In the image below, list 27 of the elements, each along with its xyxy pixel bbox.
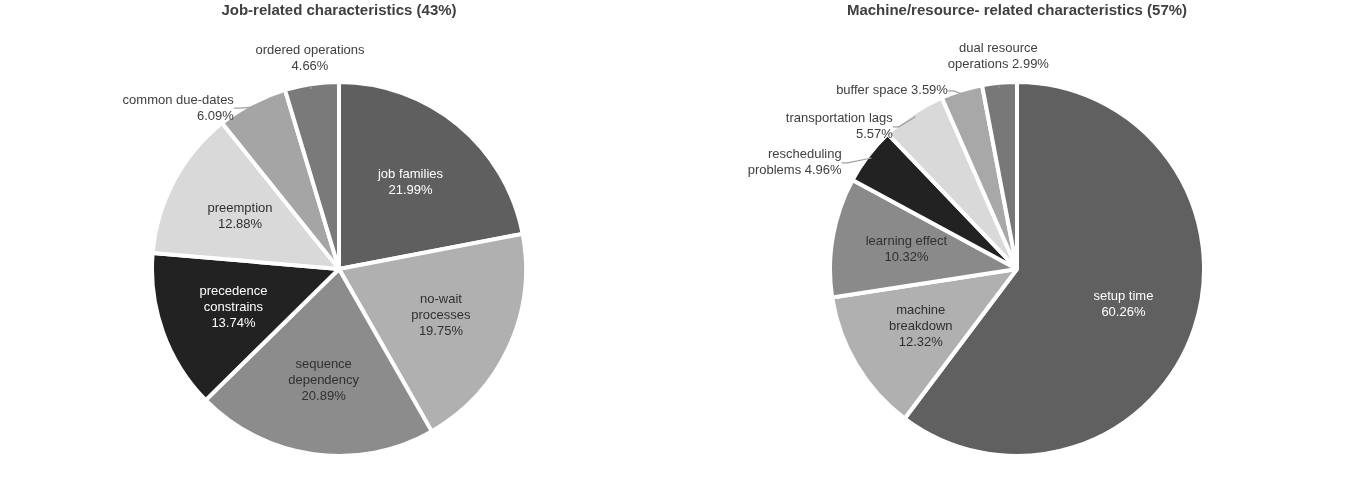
slice-label: learning effect xyxy=(865,233,948,249)
slice-label: transportation lags xyxy=(785,110,894,126)
data-label: 20.89% xyxy=(301,387,347,403)
data-label: 10.32% xyxy=(884,249,929,265)
slice-label: machine breakdown xyxy=(888,302,953,334)
data-label: 4.66% xyxy=(291,57,329,73)
slice-label: job families xyxy=(376,166,444,182)
slice-label: common due-dates xyxy=(122,91,235,107)
slice-label: ordered operations xyxy=(255,41,366,57)
slice-label: buffer space 3.59% xyxy=(836,82,949,98)
chart-title: Machine/resource- related characteristics (57%) xyxy=(846,1,1188,19)
slice-label: dual resource operations 2.99% xyxy=(947,40,1050,72)
slice-label: rescheduling problems 4.96% xyxy=(747,146,843,178)
chart-title: Job-related characteristics (43%) xyxy=(221,1,457,19)
data-label: 60.26% xyxy=(1101,304,1146,320)
data-label: 5.57% xyxy=(855,126,894,142)
slice-label: preemption xyxy=(207,199,273,215)
slice-label: setup time xyxy=(1093,288,1154,304)
slice-label: precedence constrains xyxy=(199,282,268,314)
data-label: 12.32% xyxy=(898,334,944,350)
data-label: 6.09% xyxy=(196,107,235,123)
data-label: 13.74% xyxy=(211,314,256,330)
slice-label: sequence dependency xyxy=(288,355,360,387)
slice-label: no-wait processes xyxy=(411,291,472,323)
data-label: 12.88% xyxy=(217,215,263,231)
data-label: 21.99% xyxy=(388,182,433,198)
data-label: 19.75% xyxy=(418,323,464,339)
